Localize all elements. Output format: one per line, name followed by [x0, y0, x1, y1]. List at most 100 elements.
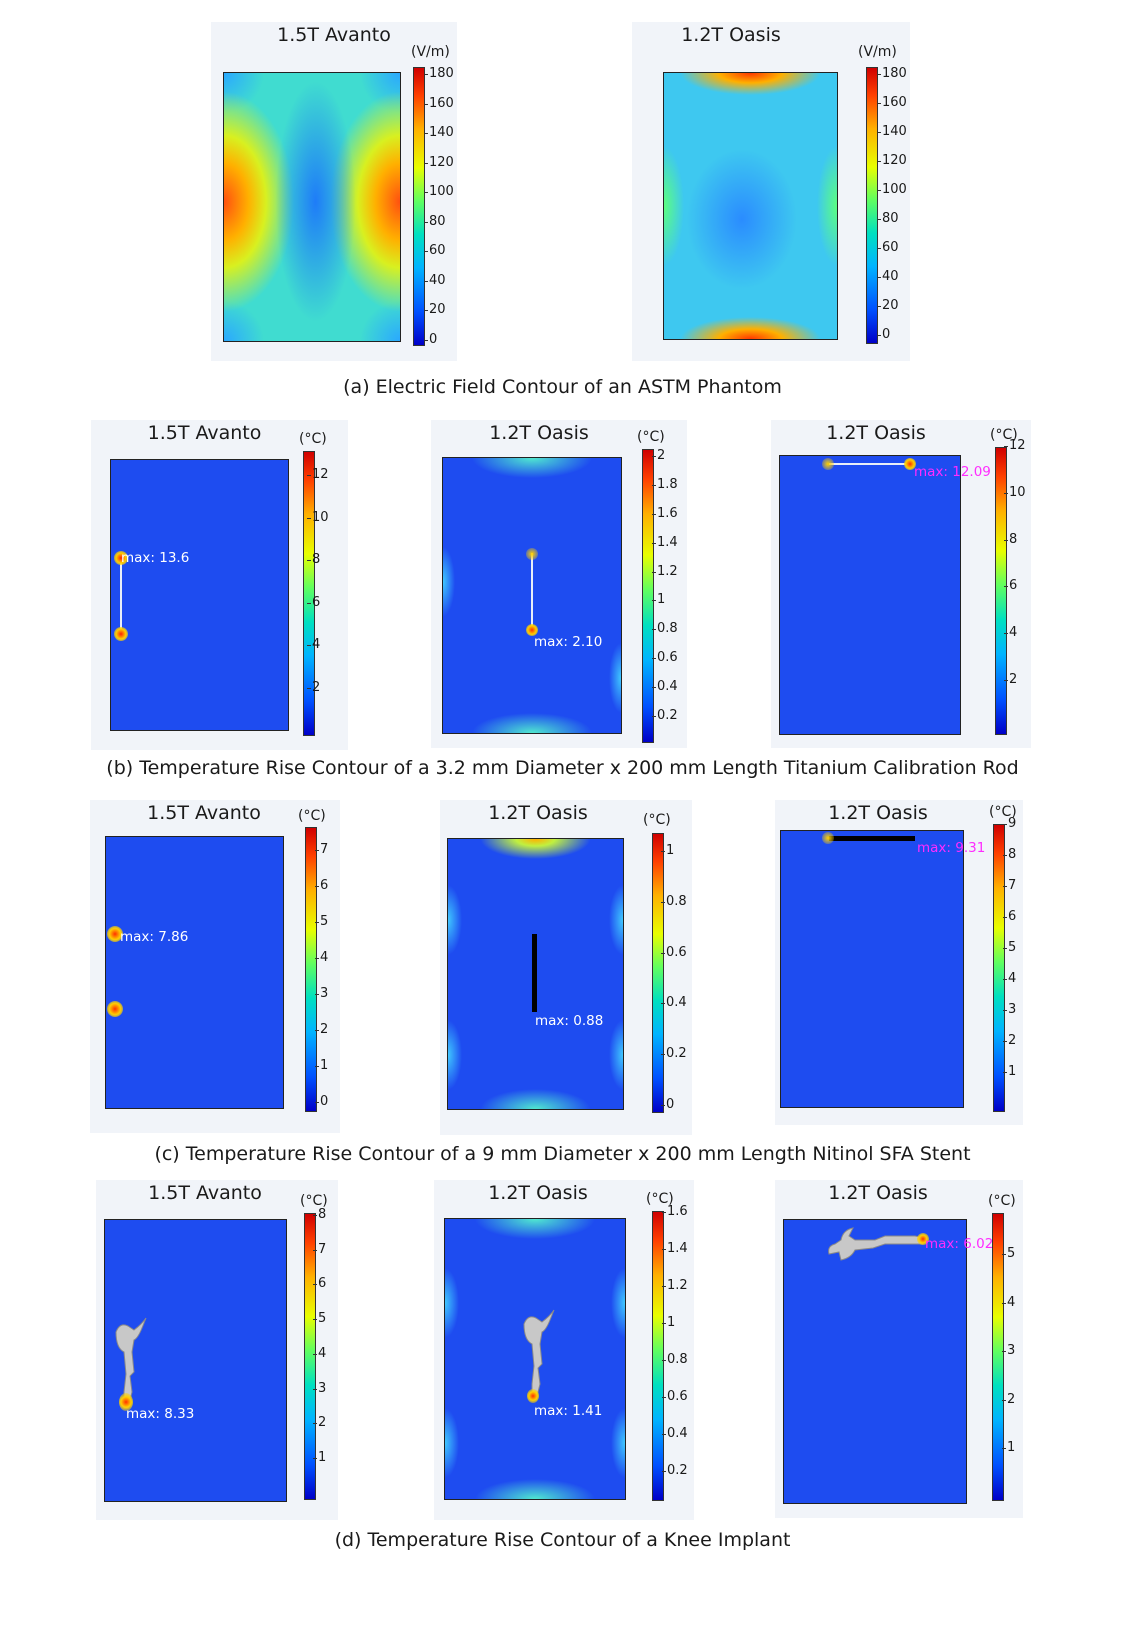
colorbar-tick-label: 1.4 [662, 1241, 688, 1256]
colorbar-tick-label: 8 [312, 1207, 327, 1222]
colorbar-tick-label: 0.8 [661, 893, 687, 909]
rod-device [829, 463, 911, 465]
colorbar-tick-label: 0 [423, 332, 438, 347]
colorbar-tick-label: 1 [661, 1315, 676, 1330]
colorbar-tick-label: 40 [877, 269, 899, 284]
panel-b2: 1.2T Oasis max: 2.10 (°C) 2 1.8 1.6 1.4 1.2 1… [431, 420, 687, 748]
max-label: max: 2.10 [534, 634, 603, 650]
panel-c2: 1.2T Oasis max: 0.88 (°C) 1 0.8 0.6 0.4 0.2 0 [440, 800, 692, 1135]
colorbar-tick-label: 2 [651, 448, 666, 463]
caption-a: (a) Electric Field Contour of an ASTM Ph… [343, 376, 782, 398]
colorbar-tick-label: 80 [877, 211, 899, 226]
colorbar-tick-label: 10 [1004, 484, 1026, 500]
max-label: max: 7.86 [120, 929, 189, 945]
colorbar-tick-label: 7 [312, 1241, 327, 1257]
colorbar-tick-label: 12 [1004, 438, 1026, 453]
max-label: max: 12.09 [914, 464, 991, 480]
colorbar-tick-label: 180 [877, 66, 907, 81]
max-label: max: 13.6 [121, 550, 190, 566]
hotspot [527, 1389, 539, 1403]
efield-contour-avanto [223, 72, 401, 342]
temp-contour-rod-avanto [110, 459, 289, 731]
colorbar-tick-label: 0.6 [661, 944, 687, 960]
colorbar [303, 451, 315, 736]
colorbar-tick-label: 3 [1001, 1343, 1016, 1358]
colorbar-unit: (°C) [637, 429, 665, 445]
colorbar-tick-label: 0.4 [652, 679, 678, 695]
caption-b: (b) Temperature Rise Contour of a 3.2 mm… [106, 757, 1019, 779]
colorbar-unit: (°C) [646, 1191, 674, 1207]
colorbar-unit: (°C) [990, 427, 1018, 443]
colorbar-tick-label: 5 [314, 914, 329, 929]
colorbar [413, 67, 425, 346]
colorbar-tick-label: 5 [312, 1311, 327, 1327]
colorbar-tick-label: 160 [877, 95, 907, 110]
max-label: max: 6.02 [925, 1236, 994, 1252]
temp-contour-knee-oasis-offcenter [783, 1219, 967, 1504]
panel-a1: 1.5T Avanto (V/m) 180 160 140 120 100 80 60 40 2… [211, 22, 457, 361]
colorbar-tick-label: 5 [1001, 1246, 1016, 1261]
colorbar-tick-label: 1 [1001, 1440, 1016, 1455]
panel-title: 1.5T Avanto [277, 24, 391, 46]
colorbar-tick-label: 100 [877, 182, 907, 197]
colorbar-tick-label: 2 [312, 1415, 327, 1431]
colorbar [992, 1213, 1004, 1501]
max-label: max: 9.31 [917, 840, 986, 856]
colorbar-tick-label: 6 [314, 878, 329, 893]
colorbar-tick-label: 20 [877, 298, 899, 313]
colorbar [995, 447, 1007, 735]
temp-contour-stent-avanto [105, 836, 284, 1109]
colorbar [993, 824, 1005, 1112]
hotspot [526, 624, 538, 636]
colorbar-tick-label: 1 [651, 592, 666, 608]
colorbar-tick-label: 0.4 [661, 995, 687, 1011]
colorbar-tick-label: 8 [1003, 531, 1018, 547]
panel-c3: 1.2T Oasis max: 9.31 (°C) 9 8 7 6 5 4 3 2 1 [775, 800, 1023, 1125]
colorbar-tick-label: 4 [314, 950, 329, 965]
colorbar-tick-label: 60 [877, 240, 899, 255]
colorbar-tick-label: 80 [424, 213, 446, 229]
temp-contour-rod-oasis-offcenter [779, 455, 961, 735]
colorbar-tick-label: 12 [307, 467, 329, 482]
caption-c: (c) Temperature Rise Contour of a 9 mm D… [154, 1143, 971, 1165]
colorbar-tick-label: 4 [306, 637, 321, 653]
panel-title: 1.2T Oasis [828, 1182, 928, 1204]
colorbar-tick-label: 8 [1002, 847, 1017, 862]
colorbar-tick-label: 3 [314, 986, 329, 1001]
panel-title: 1.2T Oasis [489, 422, 589, 444]
hotspot [822, 832, 834, 844]
knee-implant-device [523, 1309, 555, 1401]
colorbar-unit: (°C) [298, 808, 326, 824]
colorbar-tick-label: 120 [424, 154, 454, 170]
panel-b3: 1.2T Oasis max: 12.09 (°C) 12 10 8 6 4 2 [771, 420, 1031, 748]
colorbar-tick-label: 3 [312, 1380, 327, 1396]
temp-contour-knee-avanto [104, 1219, 287, 1502]
panel-title: 1.2T Oasis [488, 802, 588, 824]
colorbar-tick-label: 3 [1002, 1002, 1017, 1017]
hotspot [114, 627, 128, 641]
colorbar-tick-label: 0.8 [662, 1352, 688, 1367]
stent-device [829, 836, 915, 841]
colorbar-tick-label: 40 [424, 272, 446, 288]
hotspot [119, 1393, 133, 1411]
stent-device [532, 934, 537, 1012]
hotspot [114, 551, 128, 565]
colorbar-tick-label: 1.2 [652, 563, 678, 579]
colorbar-tick-label: 180 [424, 66, 454, 81]
colorbar-tick-label: 1 [660, 843, 675, 858]
hotspot [526, 548, 538, 560]
colorbar-unit: (V/m) [858, 44, 897, 60]
colorbar [305, 827, 317, 1112]
colorbar-unit: (°C) [300, 1193, 328, 1209]
colorbar-tick-label: 0.8 [652, 621, 678, 637]
colorbar-tick-label: 0.6 [662, 1389, 688, 1404]
colorbar-tick-label: 2 [1002, 1033, 1017, 1048]
colorbar-tick-label: 1 [1002, 1064, 1017, 1079]
hotspot [107, 1001, 123, 1017]
colorbar-tick-label: 5 [1002, 940, 1017, 955]
panel-title: 1.5T Avanto [147, 422, 262, 444]
colorbar-unit: (°C) [643, 812, 671, 828]
colorbar-tick-label: 7 [1002, 878, 1017, 893]
colorbar-tick-label: 2 [306, 680, 321, 695]
panel-a2: 1.2T Oasis (V/m) 180 160 140 120 100 80 60 40 20… [632, 22, 910, 361]
